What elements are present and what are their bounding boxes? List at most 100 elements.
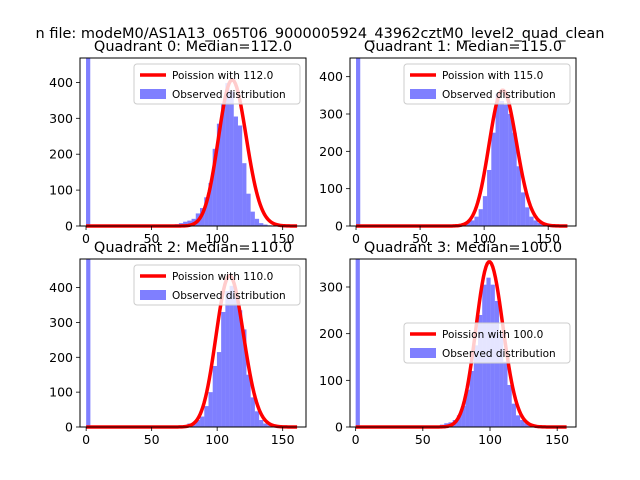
- legend: Poission with 100.0 Observed distribution: [403, 322, 571, 364]
- axes-frame: [79, 57, 307, 227]
- legend-box: [403, 63, 571, 105]
- histogram-bar: [195, 420, 201, 427]
- legend-label: Observed distribution: [442, 89, 556, 101]
- histogram-bar: [204, 197, 209, 226]
- histogram-bar: [491, 132, 496, 226]
- histogram-bar: [233, 116, 238, 226]
- histogram-bars: [356, 58, 555, 226]
- y-tick-label: 400: [49, 280, 73, 295]
- legend: Poission with 112.0 Observed distribution: [133, 63, 301, 105]
- histogram-bar: [187, 220, 192, 226]
- histogram-bar: [238, 310, 243, 427]
- subplot-title: Quadrant 0: Median=112.0: [94, 39, 292, 55]
- legend: Poission with 110.0 Observed distribution: [133, 264, 301, 306]
- y-tick-label: 0: [335, 420, 343, 435]
- histogram-bar: [461, 406, 466, 427]
- legend-label: Poission with 112.0: [172, 70, 273, 82]
- histogram-bar: [229, 91, 234, 226]
- histogram-bar: [225, 291, 230, 427]
- histogram-bar: [221, 103, 226, 226]
- histogram-bar: [208, 392, 213, 427]
- histogram-bar: [503, 104, 509, 226]
- y-tick-label: 0: [335, 219, 343, 234]
- histogram-bar: [259, 420, 264, 427]
- y-tick-label: 400: [49, 75, 73, 90]
- x-tick-label: 150: [271, 432, 295, 447]
- histogram-bar: [470, 220, 475, 226]
- histogram-bar: [242, 329, 247, 427]
- x-tick-label: 0: [352, 231, 360, 246]
- subplot-title: Quadrant 1: Median=115.0: [364, 39, 562, 55]
- histogram-bar: [237, 125, 243, 226]
- histogram-bar: [515, 415, 521, 427]
- histogram-bar: [520, 420, 525, 427]
- histogram-bar: [355, 259, 360, 427]
- x-tick-label: 50: [144, 432, 160, 447]
- y-tick-label: 200: [49, 350, 73, 365]
- x-tick-label: 50: [415, 432, 431, 447]
- histogram-bar: [225, 83, 230, 226]
- histogram-bar: [200, 416, 205, 427]
- x-tick-label: 100: [205, 231, 229, 246]
- x-tick-label: 100: [205, 432, 229, 447]
- legend: Poission with 115.0 Observed distribution: [403, 63, 571, 105]
- histogram-bar: [499, 333, 504, 427]
- histogram-bar: [212, 366, 217, 427]
- legend-label: Poission with 115.0: [442, 70, 543, 82]
- histogram-bar: [520, 192, 526, 226]
- histogram-bar: [229, 285, 234, 427]
- axes-frame: [349, 57, 577, 227]
- x-tick-label: 0: [352, 432, 360, 447]
- histogram-bar: [242, 163, 247, 226]
- subplot-title: Quadrant 2: Median=110.0: [94, 240, 292, 256]
- legend-box: [133, 63, 301, 105]
- legend-label: Observed distribution: [442, 348, 556, 360]
- legend-box: [403, 322, 571, 364]
- histogram-bar: [508, 114, 513, 226]
- histogram-bar: [511, 403, 516, 427]
- x-tick-label: 100: [478, 432, 502, 447]
- histogram-bars: [86, 58, 289, 226]
- subplot-quadrant-3: Quadrant 3: Median=100.0 0 50 100 150 0 100 200…: [319, 240, 577, 447]
- histogram-bar: [233, 296, 239, 427]
- y-tick-label: 0: [65, 219, 73, 234]
- y-tick-label: 300: [49, 315, 73, 330]
- y-tick-label: 400: [319, 69, 343, 84]
- histogram-bar: [250, 397, 255, 427]
- histogram-bar: [473, 345, 478, 427]
- histogram-bar: [465, 389, 470, 427]
- y-tick-label: 200: [319, 144, 343, 159]
- histogram-bar: [246, 193, 251, 226]
- x-tick-label: 150: [545, 432, 569, 447]
- histogram-bar: [221, 311, 226, 427]
- y-tick-label: 200: [319, 326, 343, 341]
- histogram-bar: [254, 218, 260, 226]
- histogram-bar: [183, 221, 188, 226]
- histogram-bar: [477, 315, 483, 427]
- histogram-bar: [507, 385, 512, 427]
- subplot-quadrant-1: Quadrant 1: Median=115.0 0 50 100 150 0 100 200…: [319, 39, 577, 246]
- x-tick-label: 0: [82, 432, 90, 447]
- histogram-bar: [86, 58, 91, 226]
- histogram-bar: [487, 170, 492, 226]
- legend-label: Observed distribution: [172, 89, 286, 101]
- histogram-bar: [494, 301, 500, 427]
- x-tick-label: 0: [82, 231, 90, 246]
- histogram-bar: [533, 220, 538, 226]
- histogram-bar: [216, 352, 222, 427]
- legend-label: Poission with 110.0: [172, 271, 273, 283]
- histogram-bar: [254, 411, 260, 427]
- histogram-bar: [537, 223, 543, 226]
- legend-patch-swatch: [140, 89, 166, 99]
- histogram-bar: [208, 182, 213, 226]
- histogram-bar: [212, 148, 217, 226]
- y-tick-label: 100: [319, 181, 343, 196]
- subplot-grid: Quadrant 0: Median=112.0 0 50 100 150 0 100 200…: [49, 39, 577, 447]
- histogram-bar: [216, 123, 222, 226]
- x-tick-label: 50: [412, 231, 428, 246]
- histogram-bar: [204, 406, 209, 427]
- histogram-bar: [516, 166, 521, 226]
- y-tick-label: 100: [49, 385, 73, 400]
- legend-label: Observed distribution: [172, 290, 286, 302]
